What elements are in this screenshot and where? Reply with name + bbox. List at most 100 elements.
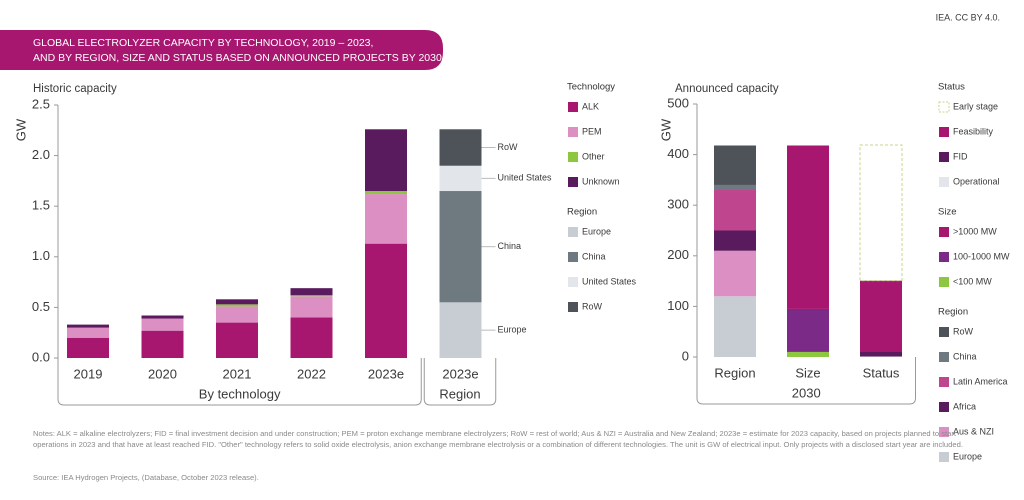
legend-label: Operational	[953, 176, 1000, 186]
legend-swatch	[939, 252, 949, 262]
legend-label: Europe	[953, 451, 982, 461]
bar-segment	[714, 250, 756, 297]
bar-segment	[290, 317, 333, 358]
bar-segment	[714, 145, 756, 185]
x-tick-label: 2021	[223, 366, 252, 381]
title-line: GLOBAL ELECTROLYZER CAPACITY BY TECHNOLO…	[33, 37, 373, 49]
legend-label: PEM	[582, 126, 602, 136]
bar-segment	[714, 296, 756, 357]
bar-segment	[860, 356, 902, 357]
bar-segment	[439, 302, 482, 358]
y-tick-label: 0	[682, 348, 689, 363]
bar-segment	[290, 288, 333, 296]
group-label: By technology	[199, 386, 281, 401]
legend-label: Latin America	[953, 376, 1008, 386]
bar-segment	[860, 280, 902, 352]
legend-label: Aus & NZI	[953, 426, 994, 436]
legend-label: <100 MW	[953, 276, 992, 286]
title-banner	[0, 30, 443, 70]
y-tick-label: 2.0	[32, 147, 50, 162]
bar-segment	[216, 299, 258, 305]
bar-segment	[141, 318, 184, 331]
bar-segment	[714, 230, 756, 251]
legend-heading: Region	[567, 207, 597, 218]
x-tick-label: 2023e	[442, 366, 478, 381]
legend-swatch	[939, 377, 949, 387]
bar-segment	[787, 351, 829, 357]
bar-segment	[859, 144, 903, 282]
legend-swatch	[939, 327, 949, 337]
legend-label: FID	[953, 151, 968, 161]
bar-segment	[714, 190, 756, 231]
legend-label: Unknown	[582, 176, 620, 186]
legend-swatch	[568, 252, 578, 262]
bar-segment	[365, 194, 407, 244]
bar-segment	[860, 351, 902, 357]
x-tick-label: 2019	[74, 366, 103, 381]
legend-label: Other	[582, 151, 605, 161]
legend-swatch	[939, 452, 949, 462]
legend-swatch	[939, 127, 949, 137]
chart-subtitle: Historic capacity	[33, 83, 117, 95]
segment-label: Europe	[498, 325, 527, 335]
group-bracket	[423, 358, 497, 406]
bar-segment	[67, 327, 109, 338]
y-tick-label: 500	[667, 95, 689, 110]
bar-segment	[787, 145, 829, 309]
legend-swatch	[939, 227, 949, 237]
legend-swatch	[938, 101, 950, 113]
legend-label: China	[953, 351, 977, 361]
chart-subtitle: Announced capacity	[675, 83, 779, 95]
x-tick-label: Size	[795, 365, 820, 380]
legend-heading: Region	[938, 307, 968, 318]
bar-segment	[439, 129, 482, 166]
legend-label: China	[582, 251, 606, 261]
legend-swatch	[568, 227, 578, 237]
source: Source: IEA Hydrogen Projects, (Database…	[33, 473, 259, 482]
x-tick-label: 2020	[148, 366, 177, 381]
legend-label: >1000 MW	[953, 226, 997, 236]
legend-label: United States	[582, 276, 637, 286]
notes: Notes: ALK = alkaline electrolyzers; FID…	[33, 429, 963, 449]
legend-swatch	[939, 277, 949, 287]
legend-heading: Size	[938, 207, 956, 218]
y-tick-label: 100	[667, 298, 689, 313]
legend-swatch	[568, 302, 578, 312]
legend-label: Africa	[953, 401, 976, 411]
legend-swatch	[939, 177, 949, 187]
y-tick-label: 300	[667, 197, 689, 212]
legend-swatch	[939, 352, 949, 362]
group-bracket	[57, 358, 422, 406]
legend-label: RoW	[953, 326, 974, 336]
segment-label: China	[498, 241, 522, 251]
bar-segment	[787, 308, 829, 352]
bar-segment	[290, 296, 333, 318]
bar-segment	[141, 315, 184, 319]
legend-swatch	[568, 177, 578, 187]
legend-swatch	[939, 427, 949, 437]
credit: IEA. CC BY 4.0.	[936, 12, 1000, 22]
legend-swatch	[939, 152, 949, 162]
bar-segment	[141, 330, 184, 358]
y-axis-label: GW	[658, 118, 673, 141]
legend-label: Early stage	[953, 101, 998, 111]
legend-heading: Status	[938, 82, 965, 93]
legend-swatch	[568, 277, 578, 287]
bar-segment	[216, 322, 258, 358]
bar-segment	[67, 324, 109, 328]
y-axis-label: GW	[13, 118, 28, 141]
bar-segment	[216, 306, 258, 323]
legend-swatch	[568, 152, 578, 162]
group-label: Region	[439, 386, 480, 401]
group-label: 2030	[792, 385, 821, 400]
bar-segment	[439, 165, 482, 192]
bar-segment	[365, 129, 407, 192]
legend-label: Europe	[582, 226, 611, 236]
y-tick-label: 1.0	[32, 248, 50, 263]
legend-label: RoW	[582, 301, 603, 311]
legend-label: 100-1000 MW	[953, 251, 1010, 261]
legend-label: ALK	[582, 101, 599, 111]
group-bracket	[696, 357, 916, 405]
bar-segment	[714, 184, 756, 191]
x-tick-label: 2022	[297, 366, 326, 381]
